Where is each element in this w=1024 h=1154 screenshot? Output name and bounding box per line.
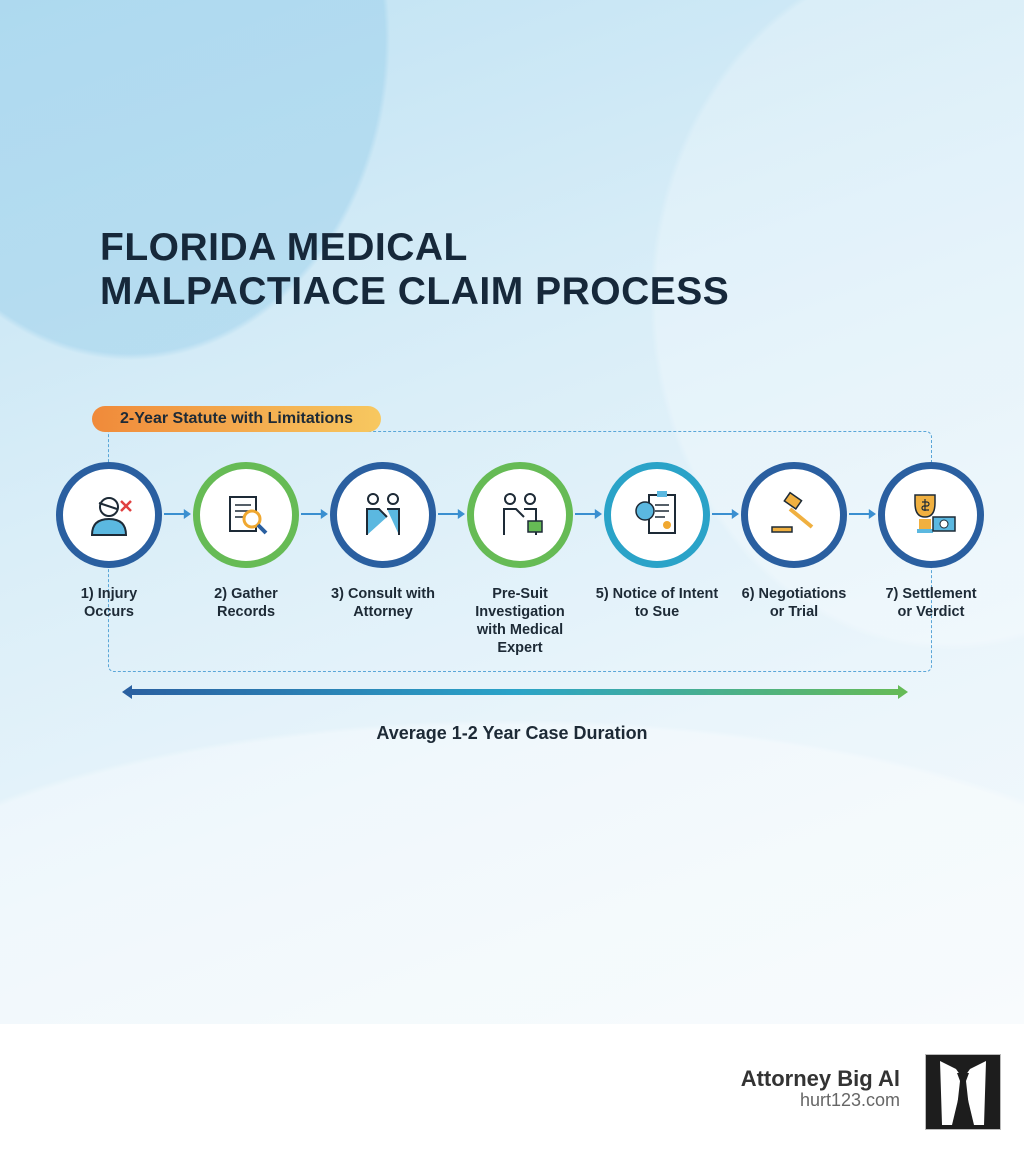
step-arrow-icon [164, 509, 191, 519]
step-circle [878, 462, 984, 568]
process-step: 1) Injury Occurs [39, 462, 179, 621]
statute-badge: 2-Year Statute with Limitations [92, 406, 381, 432]
process-step: Pre-Suit Investigation with Medical Expert [450, 462, 590, 657]
trophy-money-icon [914, 494, 956, 533]
step-label-line: with Medical [476, 622, 564, 638]
handshake-icon [366, 493, 400, 535]
process-step: 3) Consult with Attorney [313, 462, 453, 621]
step-arrow-icon [438, 509, 465, 519]
step-label: 6) Negotiations or Trial [724, 585, 864, 621]
step-label-line: 3) Consult with [331, 586, 435, 602]
step-circle [56, 462, 162, 568]
step-circle [330, 462, 436, 568]
documents-magnifier-icon [229, 496, 268, 535]
duration-caption: Average 1-2 Year Case Duration [376, 723, 648, 743]
step-label-line: 5) Notice of Intent [595, 586, 719, 602]
step-label-line: Attorney [353, 604, 413, 620]
suit-tie-icon [940, 1061, 986, 1125]
step-arrow-icon [849, 509, 876, 519]
duration-timeline-arrow [122, 685, 908, 699]
step-label: 5) Notice of Intent to Sue [587, 585, 727, 621]
step-circle [193, 462, 299, 568]
step-label-line: Records [216, 604, 276, 620]
suit-logo [925, 1054, 1001, 1130]
step-label-line: or Verdict [897, 604, 965, 620]
brand: Attorney Big Al hurt123.com [741, 1066, 900, 1111]
expert-handshake-icon [503, 493, 543, 535]
process-step: 6) Negotiations or Trial [724, 462, 864, 621]
step-label-line: Expert [497, 640, 543, 656]
step-label-line: to Sue [634, 604, 680, 620]
step-label-line: 6) Negotiations [741, 586, 847, 602]
brand-name: Attorney Big Al [740, 1066, 900, 1091]
step-label-line: 7) Settlement [885, 586, 977, 602]
process-step: 7) Settlement or Verdict [861, 462, 1001, 621]
process-step: 5) Notice of Intent to Sue [587, 462, 727, 621]
brand-url: hurt123.com [799, 1090, 900, 1110]
step-label: 1) Injury Occurs [39, 585, 179, 621]
step-arrow-icon [712, 509, 739, 519]
step-circle [741, 462, 847, 568]
step-circle [467, 462, 573, 568]
page-title: FLORIDA MEDICAL MALPACTIACE CLAIM PROCES… [100, 226, 729, 314]
step-label-line: 1) Injury [80, 586, 138, 602]
step-circle [604, 462, 710, 568]
step-arrow-icon [575, 509, 602, 519]
step-label: Pre-Suit Investigation with Medical Expert [450, 585, 590, 657]
title-line: MALPACTIACE CLAIM PROCESS [100, 270, 730, 313]
step-label: 7) Settlement or Verdict [861, 585, 1001, 621]
step-label: 2) Gather Records [176, 585, 316, 621]
step-label-line: 2) Gather [214, 586, 278, 602]
injured-patient-icon [90, 497, 132, 536]
step-label-line: Pre-Suit [492, 586, 548, 602]
process-step: 2) Gather Records [176, 462, 316, 621]
step-label-line: or Trial [769, 604, 819, 620]
step-label-line: Investigation [475, 604, 565, 620]
clipboard-brain-icon [635, 491, 676, 534]
step-label-line: Occurs [84, 604, 134, 620]
step-label: 3) Consult with Attorney [313, 585, 453, 621]
gavel-icon [771, 491, 814, 533]
title-line: FLORIDA MEDICAL [100, 226, 468, 269]
step-arrow-icon [301, 509, 328, 519]
